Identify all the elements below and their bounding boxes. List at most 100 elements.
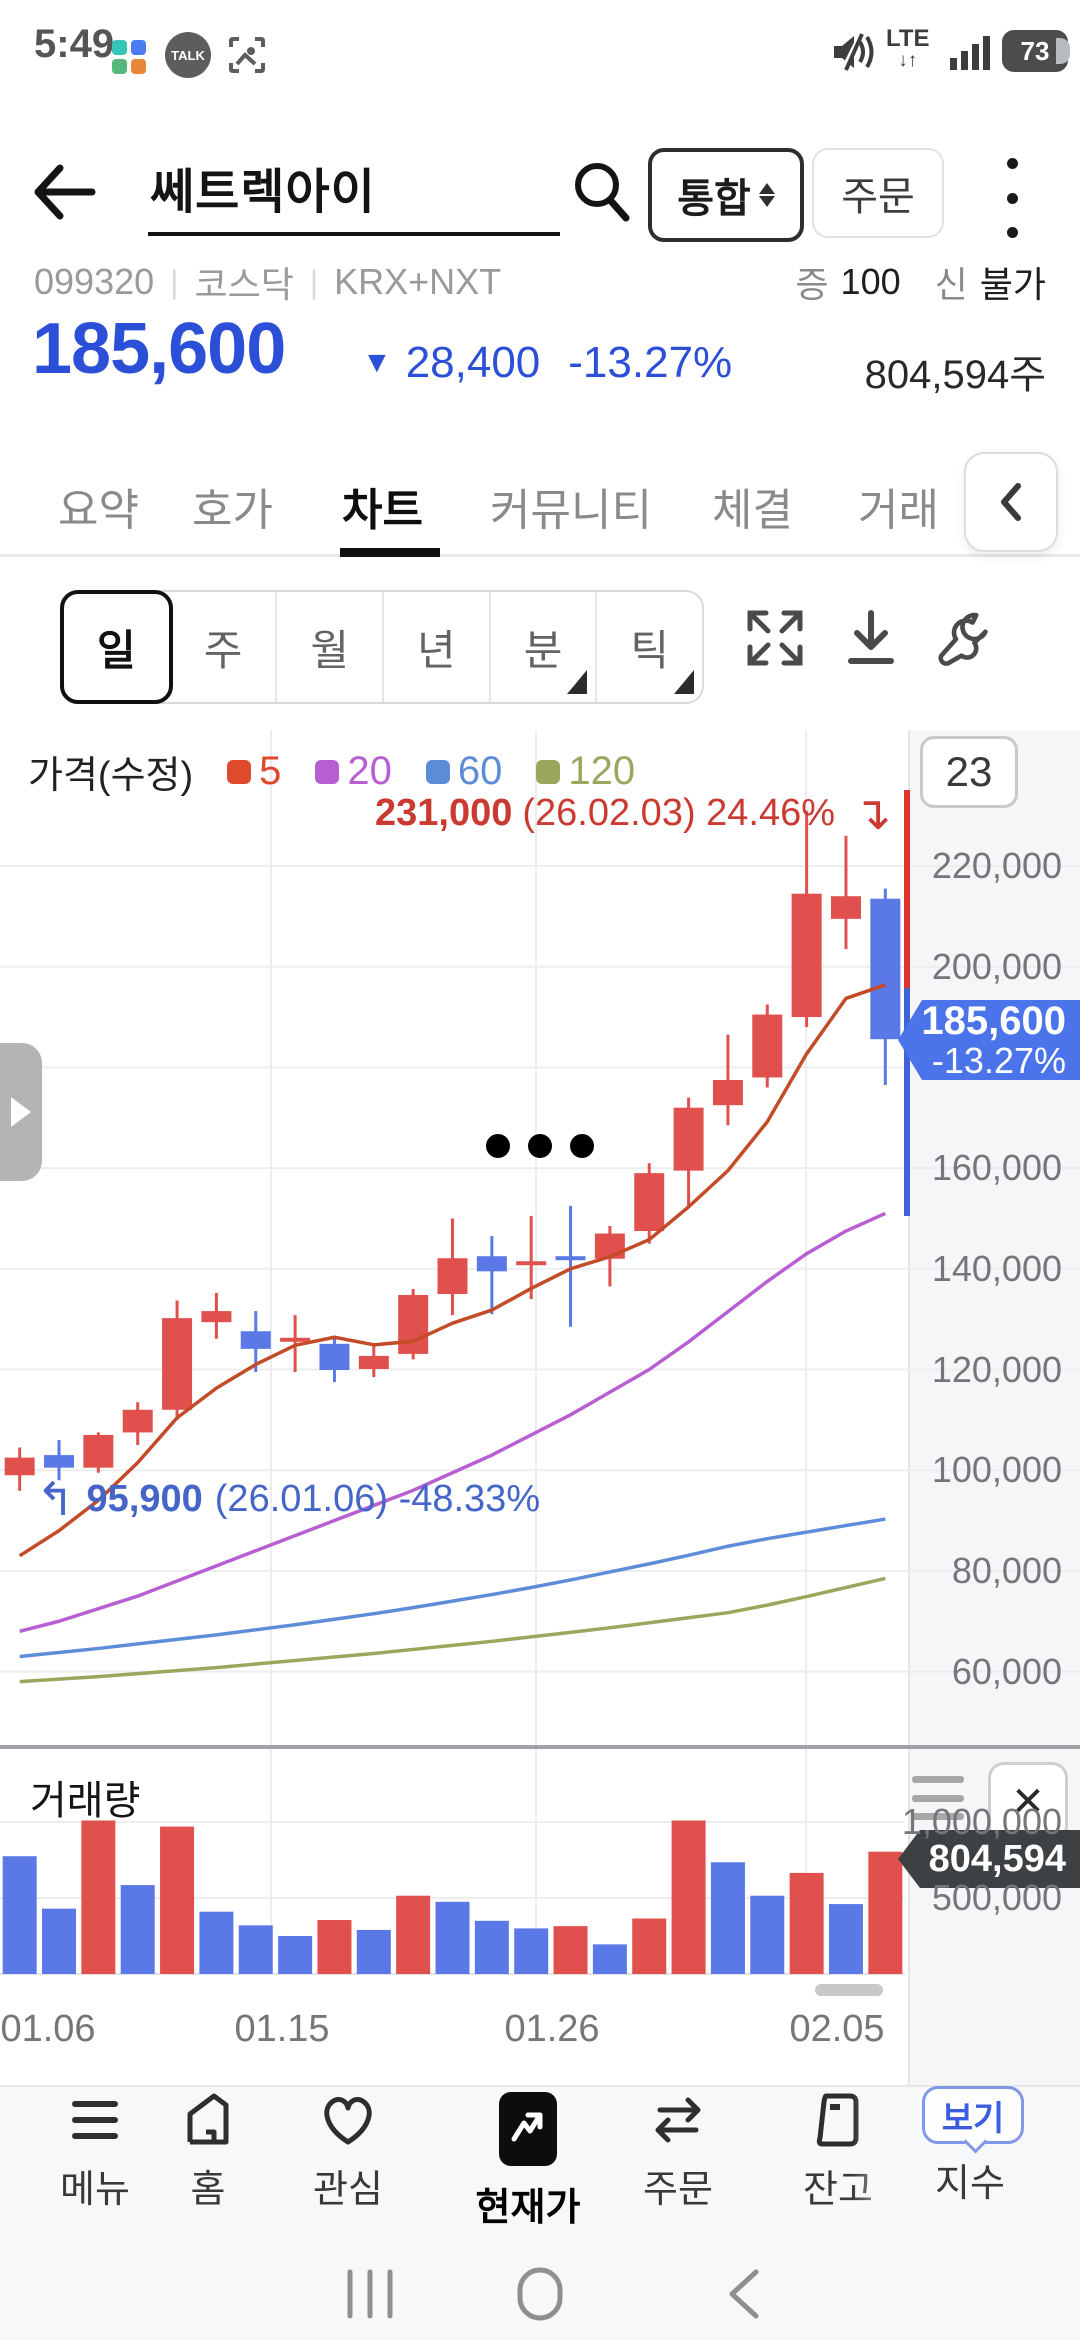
day-volume: 804,594주 <box>864 353 1046 397</box>
volume-bar <box>632 1918 667 1974</box>
period-day[interactable]: 일 <box>60 590 173 704</box>
index-view-bubble[interactable]: 보기 <box>922 2086 1024 2144</box>
volume-bar <box>81 1820 116 1974</box>
x-axis-label: 01.26 <box>504 2008 600 2050</box>
tab-chart[interactable]: 차트 <box>342 486 423 535</box>
sort-toggle-icon <box>758 183 775 207</box>
legend-ma60: 60 <box>425 749 502 794</box>
volume-bar <box>396 1895 431 1974</box>
period-month[interactable]: 월 <box>277 592 385 702</box>
tab-community[interactable]: 커뮤니티 <box>490 486 652 535</box>
x-axis-label: 01.15 <box>234 2008 330 2050</box>
android-recents-button[interactable] <box>340 2268 400 2320</box>
volume-bar <box>592 1944 627 1974</box>
price-axis-label: 160,000 <box>931 1147 1062 1189</box>
volume-bar <box>828 1904 863 1974</box>
dropdown-corner-icon <box>567 670 588 694</box>
volume-pane-title: 거래량 <box>30 1779 141 1823</box>
period-week[interactable]: 주 <box>171 592 278 702</box>
chart-settings-button[interactable] <box>932 600 998 676</box>
battery-indicator: 73 <box>1002 30 1070 72</box>
pane-divider[interactable] <box>0 1745 1080 1749</box>
volume-bar <box>553 1926 588 1974</box>
chart-side-handle[interactable] <box>0 1043 42 1181</box>
candle-body <box>594 1233 625 1259</box>
nav-home[interactable]: 홈 <box>148 2092 268 2213</box>
close-icon: ✕ <box>1011 1780 1045 1824</box>
stock-exchange: KRX+NXT <box>334 261 502 302</box>
period-tick[interactable]: 틱 <box>597 592 702 702</box>
volume-bar <box>671 1820 706 1974</box>
chart-scrollbar[interactable] <box>815 1984 883 1996</box>
period-year[interactable]: 년 <box>384 592 491 702</box>
period-high-annotation: 231,000 (26.02.03) 24.46% ↴ <box>375 787 892 839</box>
chevron-left-icon <box>1001 483 1021 521</box>
volume-bar <box>750 1895 785 1974</box>
curve-down-arrow-icon: ↴ <box>853 787 892 839</box>
legend-ma20: 20 <box>315 749 392 794</box>
android-back-button[interactable] <box>722 2268 766 2320</box>
candle-body <box>122 1409 153 1433</box>
candle-body <box>712 1079 743 1106</box>
down-arrow-icon: ▼ <box>362 346 392 379</box>
volume-menu-icon[interactable] <box>912 1776 964 1820</box>
visible-candle-count: 23 <box>920 736 1018 808</box>
nav-menu[interactable]: 메뉴 <box>35 2092 155 2213</box>
search-icon[interactable] <box>570 158 632 224</box>
current-price-icon <box>499 2092 557 2166</box>
price-axis-label: 80,000 <box>951 1549 1062 1591</box>
volume-bar <box>199 1911 234 1974</box>
candle-body <box>791 893 822 1018</box>
nav-current-price[interactable]: 현재가 <box>468 2092 588 2231</box>
back-button[interactable] <box>30 160 98 224</box>
volume-bar <box>278 1936 313 1974</box>
volume-bar <box>160 1826 195 1974</box>
search-input[interactable]: 쎄트렉아이 <box>150 166 376 219</box>
candle-body <box>398 1294 429 1354</box>
period-minute[interactable]: 분 <box>491 592 598 702</box>
volume-bar <box>710 1862 745 1974</box>
volume-bar <box>356 1929 391 1974</box>
candlestick-chart[interactable] <box>0 730 1080 1992</box>
nav-index[interactable]: 지수 <box>935 2163 1005 2205</box>
volume-bar <box>789 1872 824 1974</box>
search-underline <box>148 232 560 236</box>
ma120-line <box>19 1576 886 1684</box>
price-change: ▼ 28,400 -13.27% <box>362 338 733 387</box>
signal-strength-icon <box>948 34 994 70</box>
candle-body <box>752 1014 783 1078</box>
swap-arrows-icon <box>655 2097 701 2143</box>
candle-body <box>555 1256 586 1261</box>
tab-scroll-button[interactable] <box>964 452 1058 552</box>
candle-body <box>830 896 861 919</box>
fullscreen-button[interactable] <box>742 600 808 676</box>
nav-watchlist[interactable]: 관심 <box>288 2092 408 2213</box>
expand-icon <box>747 610 803 666</box>
x-axis-label: 01.06 <box>0 2008 96 2050</box>
price-axis-label: 100,000 <box>931 1449 1062 1491</box>
volume-close-button[interactable]: ✕ <box>988 1762 1068 1842</box>
nav-order[interactable]: 주문 <box>618 2092 738 2213</box>
more-menu-icon[interactable] <box>1002 158 1022 238</box>
tab-summary[interactable]: 요약 <box>58 486 139 535</box>
margin-credit-tags: 증 100 신 불가 <box>795 261 1046 305</box>
price-axis-label: 220,000 <box>931 845 1062 886</box>
download-icon <box>848 610 894 664</box>
volume-bar <box>238 1925 273 1974</box>
x-axis-label: 02.05 <box>789 2008 885 2050</box>
tab-trading[interactable]: 거래 <box>858 486 939 535</box>
current-price: 185,600 <box>32 309 286 389</box>
android-home-button[interactable] <box>512 2266 568 2322</box>
candle-body <box>162 1318 193 1410</box>
candle-body <box>870 898 901 1040</box>
price-axis-label: 140,000 <box>931 1247 1062 1289</box>
candle-body <box>4 1457 35 1476</box>
order-button[interactable]: 주문 <box>812 148 944 238</box>
search-scope-button[interactable]: 통합 <box>648 148 804 242</box>
tab-trades[interactable]: 체결 <box>712 486 793 535</box>
volume-bar <box>514 1928 549 1974</box>
download-button[interactable] <box>838 600 904 676</box>
volume-bar <box>868 1851 903 1974</box>
tab-quotes[interactable]: 호가 <box>192 486 273 535</box>
status-time: 5:49 <box>34 22 115 66</box>
